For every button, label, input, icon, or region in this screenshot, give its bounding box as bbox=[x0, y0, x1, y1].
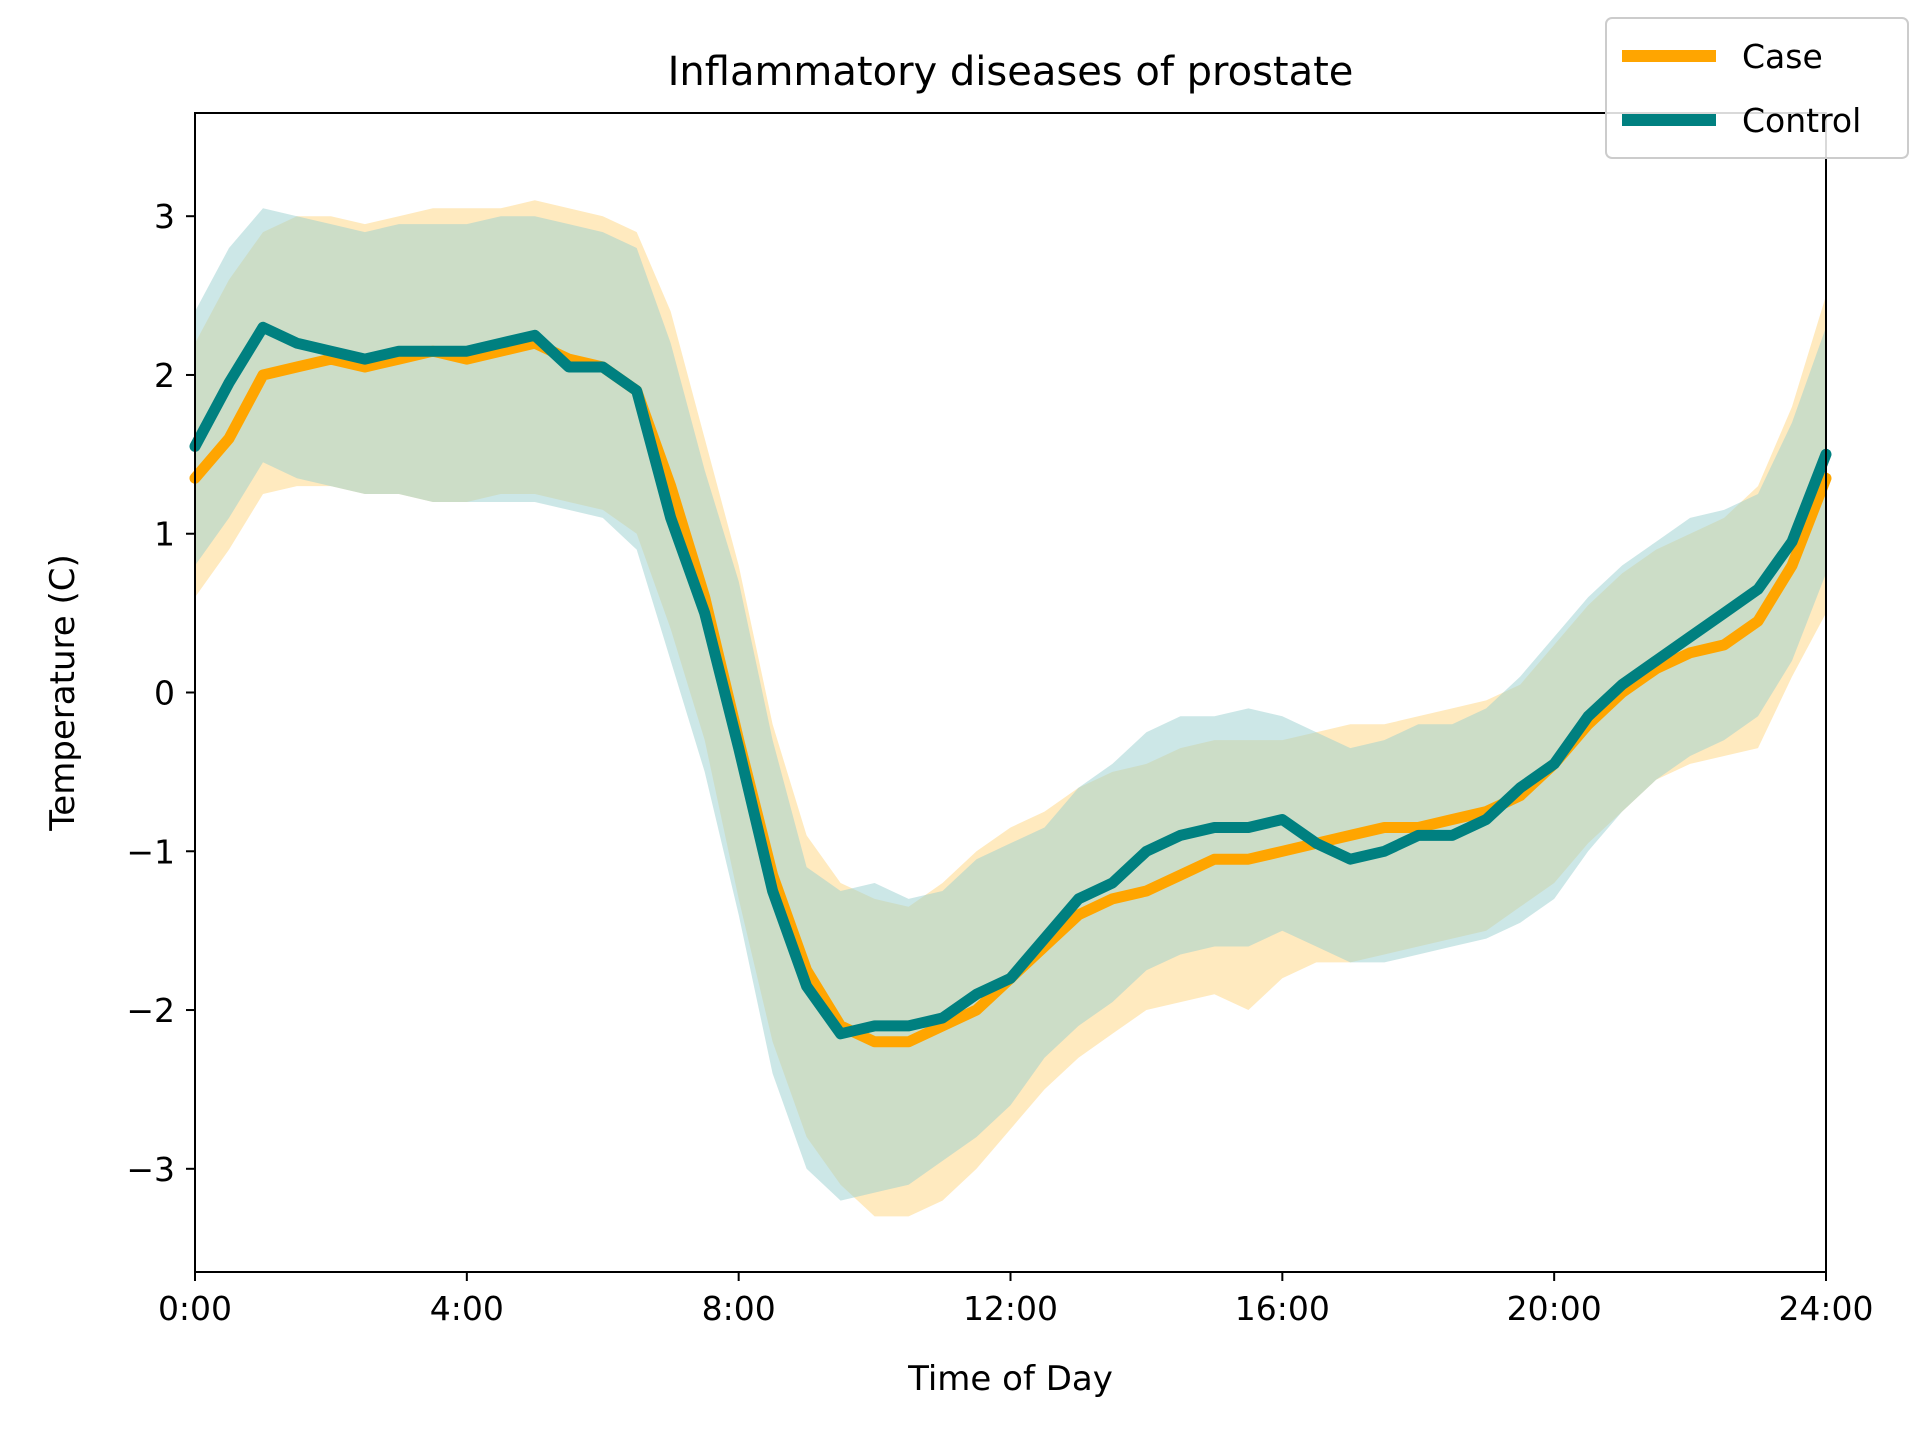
x-tick-label: 4:00 bbox=[430, 1289, 504, 1328]
x-axis-ticks: 0:00 4:00 8:00 12:00 16:00 20:00 24:00 bbox=[158, 1272, 1874, 1328]
y-tick-label: 3 bbox=[154, 197, 175, 236]
y-tick-label: −3 bbox=[126, 1150, 175, 1189]
y-tick-label: −1 bbox=[126, 832, 175, 871]
y-axis-label: Temperature (C) bbox=[43, 554, 83, 831]
x-tick-label: 8:00 bbox=[702, 1289, 776, 1328]
x-axis-label: Time of Day bbox=[907, 1359, 1113, 1399]
line-control bbox=[189, 321, 1832, 1040]
legend-label-control: Control bbox=[1742, 101, 1861, 140]
y-axis-ticks: 3 2 1 0 −1 −2 −3 bbox=[126, 197, 195, 1189]
legend-label-case: Case bbox=[1742, 37, 1823, 76]
series-lines bbox=[189, 321, 1832, 1048]
x-tick-label: 20:00 bbox=[1507, 1289, 1602, 1328]
x-tick-label: 16:00 bbox=[1235, 1289, 1330, 1328]
x-tick-label: 12:00 bbox=[963, 1289, 1058, 1328]
x-tick-label: 0:00 bbox=[158, 1289, 232, 1328]
y-tick-label: −2 bbox=[126, 991, 175, 1030]
y-tick-label: 2 bbox=[154, 356, 175, 395]
confidence-bands bbox=[195, 200, 1826, 1217]
chart-title: Inflammatory diseases of prostate bbox=[668, 49, 1354, 95]
y-tick-label: 1 bbox=[154, 515, 175, 554]
y-tick-label: 0 bbox=[154, 674, 175, 713]
band-control bbox=[195, 208, 1826, 1201]
legend: Case Control bbox=[1605, 17, 1909, 159]
x-tick-label: 24:00 bbox=[1778, 1289, 1873, 1328]
